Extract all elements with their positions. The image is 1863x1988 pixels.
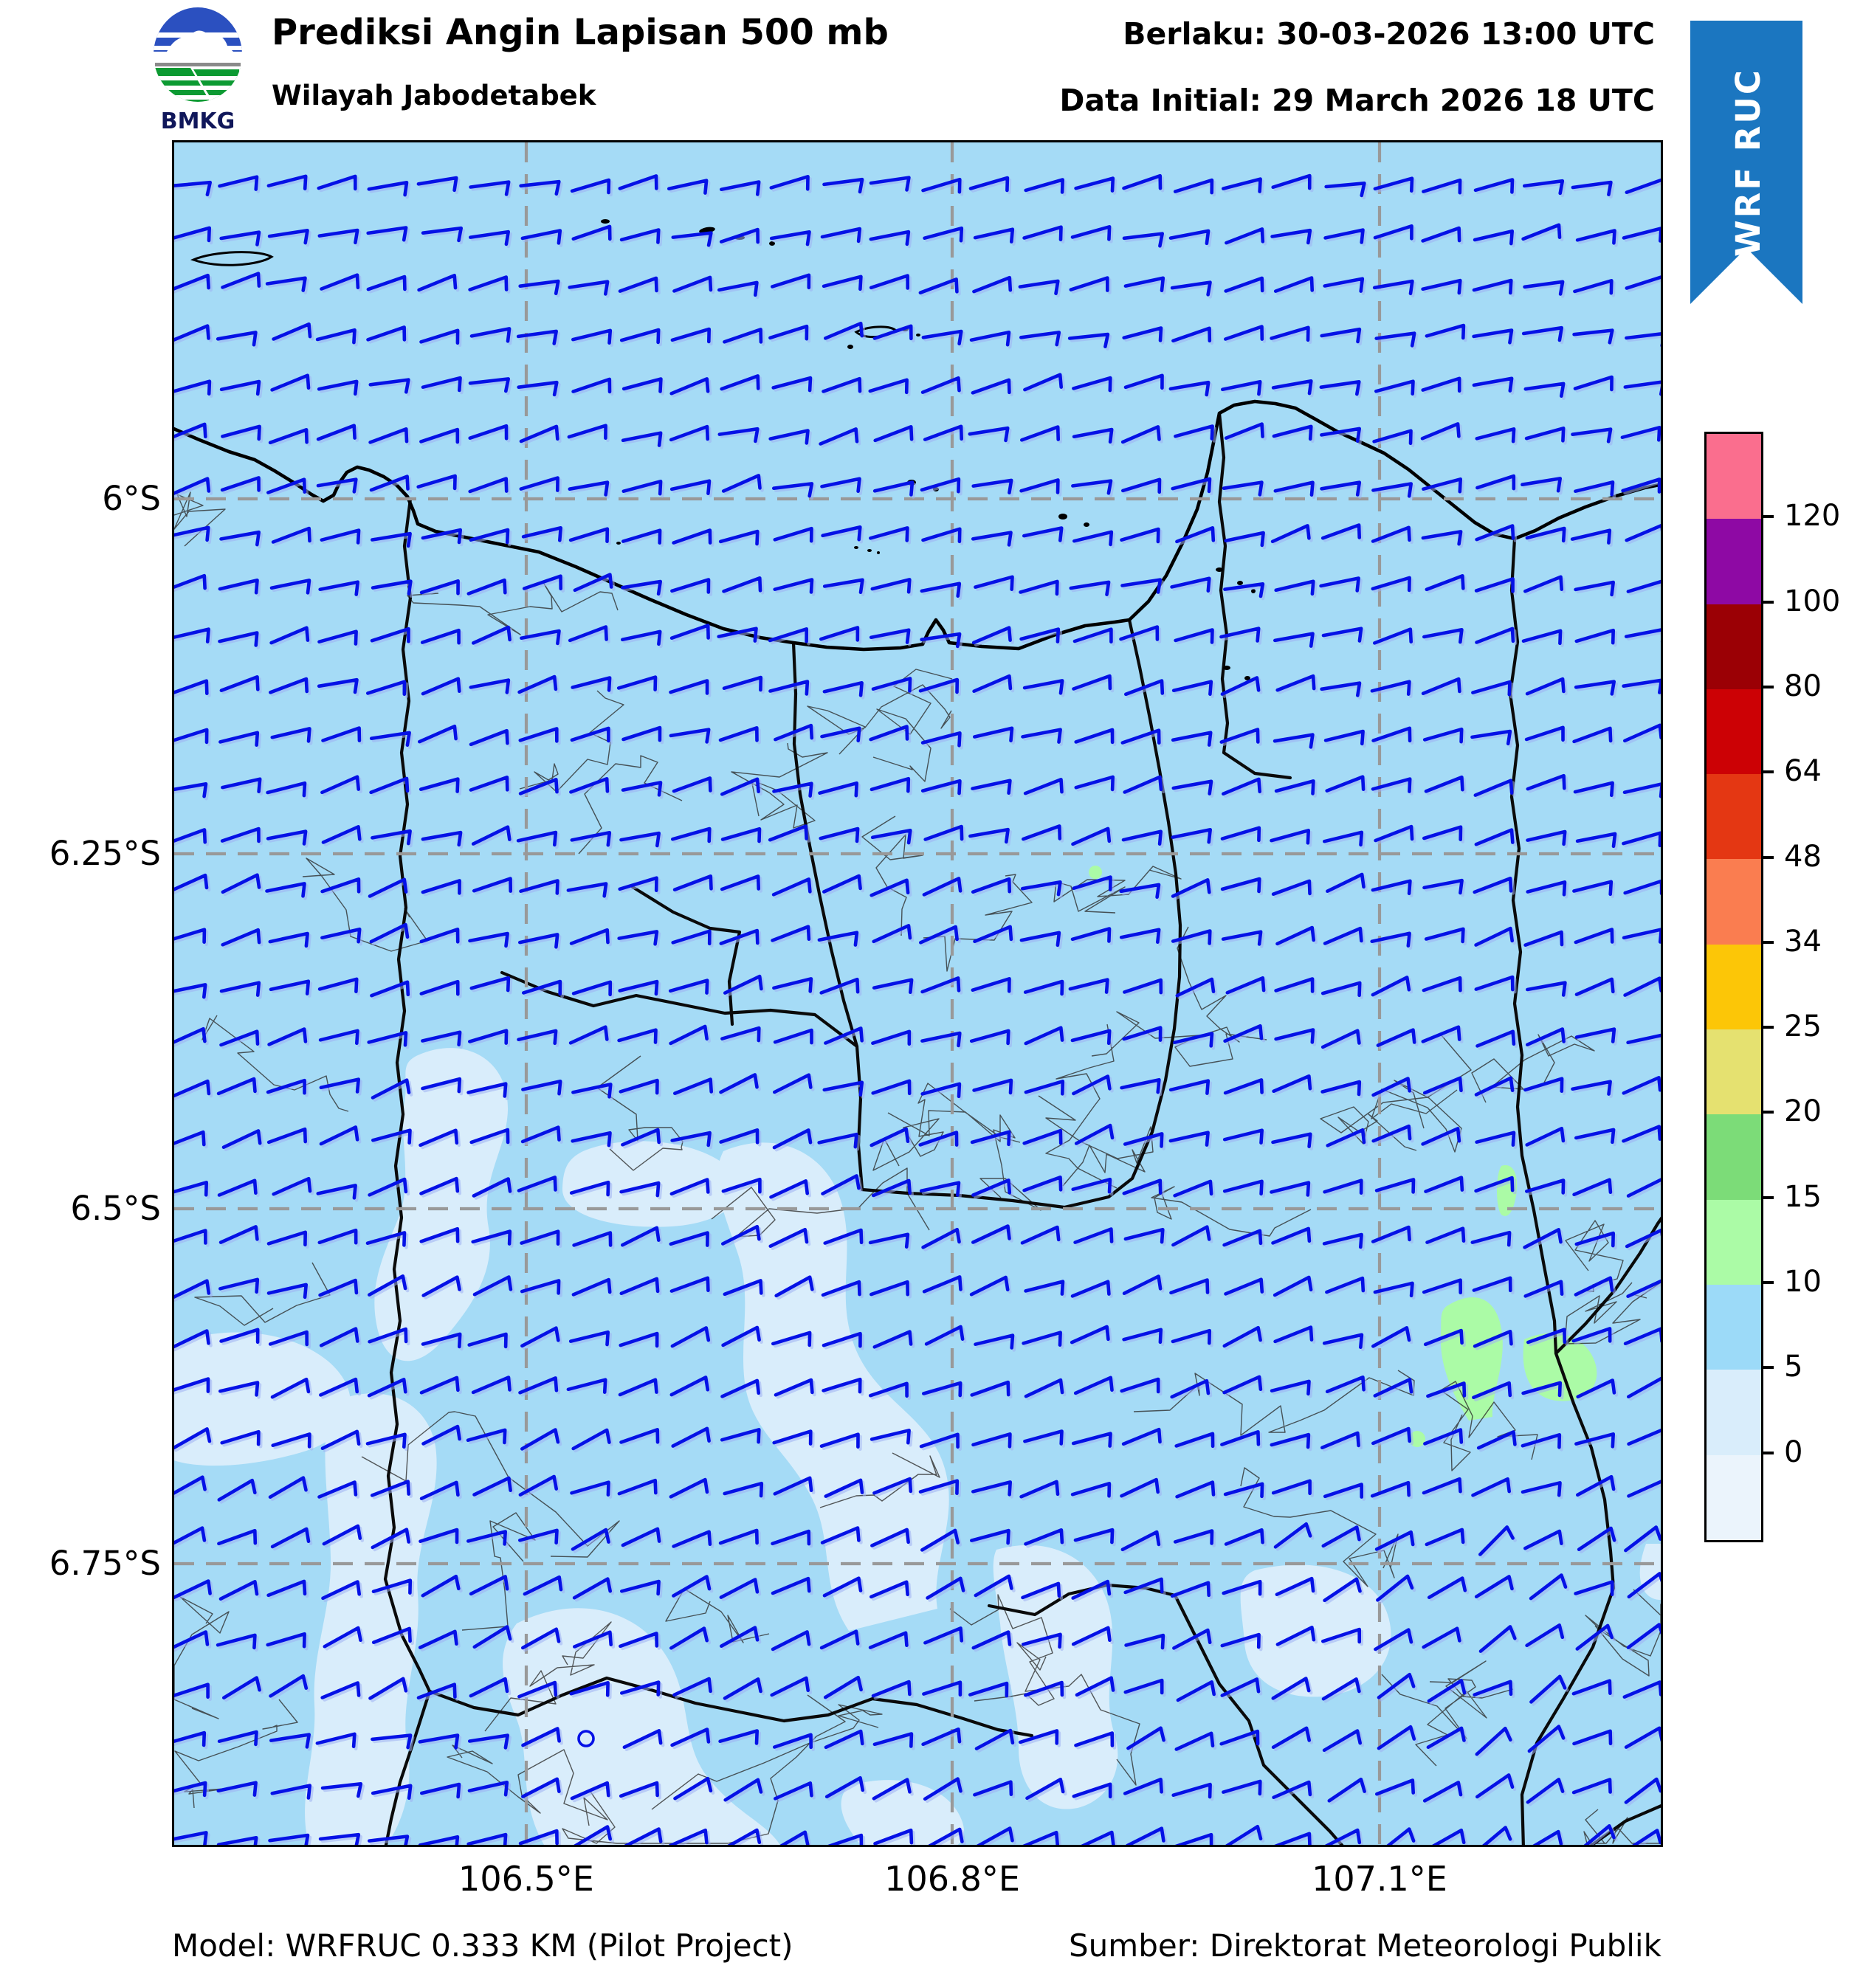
colorbar-tick-label: 25: [1784, 1009, 1822, 1044]
y-axis-label: 6.5°S: [70, 1188, 161, 1228]
colorbar-tick: [1761, 1026, 1774, 1029]
colorbar-tick-label: 15: [1784, 1179, 1822, 1214]
x-axis-label: 106.5°E: [458, 1859, 594, 1899]
colorbar-tick-label: 120: [1784, 499, 1841, 534]
wrf-ruc-ribbon: WRF RUC: [1690, 21, 1802, 304]
colorbar-segment: [1707, 774, 1761, 860]
island: [190, 251, 274, 266]
island: [601, 219, 610, 224]
wind-barb-shadow-layer: [168, 176, 1670, 1857]
map-panel: [165, 66, 1670, 1857]
island: [1237, 581, 1243, 585]
island: [1058, 514, 1067, 520]
page-title: Prediksi Angin Lapisan 500 mb: [272, 12, 889, 53]
valid-time: Berlaku: 30-03-2026 13:00 UTC: [1123, 16, 1655, 52]
colorbar-segment: [1707, 604, 1761, 689]
wind-speed-patch-0-5: [374, 1048, 509, 1361]
island: [1216, 567, 1223, 572]
colorbar-segment: [1707, 1029, 1761, 1115]
colorbar-tick-label: 34: [1784, 924, 1822, 959]
page-subtitle: Wilayah Jabodetabek: [272, 80, 596, 111]
footer-model: Model: WRFRUC 0.333 KM (Pilot Project): [172, 1927, 793, 1964]
colorbar-tick-label: 20: [1784, 1094, 1822, 1129]
province-boundary: [1554, 1214, 1665, 1356]
island: [1244, 676, 1250, 680]
colorbar-tick-label: 10: [1784, 1265, 1822, 1300]
gridlines: [174, 142, 1661, 1845]
colorbar-segment: [1707, 1370, 1761, 1455]
colorbar-segment: [1707, 1284, 1761, 1370]
province-boundary: [1508, 536, 1616, 1851]
island: [877, 551, 880, 554]
colorbar-tick: [1761, 1281, 1774, 1285]
x-axis-label: 107.1°E: [1312, 1859, 1447, 1899]
bmkg-logo-divider: [155, 63, 241, 66]
province-boundary: [427, 1676, 1034, 1738]
ribbon-label: WRF RUC: [1729, 68, 1768, 257]
y-axis-label: 6°S: [102, 478, 161, 518]
province-boundary: [630, 885, 742, 1026]
colorbar-segment: [1707, 944, 1761, 1030]
island: [847, 345, 853, 349]
colorbar-tick: [1761, 855, 1774, 859]
colorbar-segment: [1707, 434, 1761, 520]
colorbar: [1704, 432, 1763, 1542]
colorbar-tick: [1761, 1366, 1774, 1370]
colorbar-segment: [1707, 1199, 1761, 1285]
bmkg-logo-text: BMKG: [161, 108, 235, 134]
wind-speed-patch-10-15: [1089, 866, 1102, 879]
colorbar-tick-label: 0: [1784, 1435, 1803, 1469]
colorbar-tick-label: 48: [1784, 839, 1822, 874]
island: [854, 546, 858, 549]
ribbon-banner-shape: [1690, 21, 1802, 304]
colorbar-segment: [1707, 688, 1761, 775]
colorbar-tick-label: 64: [1784, 754, 1822, 789]
colorbar-segment: [1707, 519, 1761, 604]
colorbar-tick-label: 80: [1784, 669, 1822, 703]
y-axis-label: 6.25°S: [49, 833, 161, 873]
coastline: [170, 399, 1665, 652]
island: [1251, 589, 1256, 593]
island: [867, 549, 872, 552]
colorbar-segment: [1707, 859, 1761, 945]
province-boundary: [791, 618, 1182, 1209]
island: [916, 334, 920, 336]
colorbar-tick-label: 5: [1784, 1350, 1803, 1384]
colorbar-segment: [1707, 1114, 1761, 1200]
y-axis-label: 6.75°S: [49, 1544, 161, 1584]
colorbar-tick: [1761, 1451, 1774, 1454]
island: [1223, 666, 1230, 670]
colorbar-tick: [1761, 600, 1774, 604]
province-boundary: [1217, 411, 1292, 780]
colorbar-tick-label: 100: [1784, 584, 1841, 618]
map-canvas: [165, 66, 1670, 1857]
x-axis-label: 106.8°E: [884, 1859, 1020, 1899]
bmkg-logo: BMKG: [154, 7, 242, 134]
island: [1084, 522, 1089, 527]
colorbar-tick: [1761, 1111, 1774, 1114]
colorbar-tick: [1761, 515, 1774, 519]
initial-time: Data Initial: 29 March 2026 18 UTC: [1059, 83, 1655, 118]
bmkg-logo-globe: [154, 7, 242, 102]
island: [616, 542, 621, 545]
wind-speed-patch-0-5: [503, 1608, 782, 1849]
wind-speed-patch-0-5: [172, 1332, 351, 1466]
calm-wind-icon: [577, 1730, 595, 1747]
island: [769, 241, 775, 246]
colorbar-tick: [1761, 1195, 1774, 1199]
colorbar-tick: [1761, 770, 1774, 774]
footer-source: Sumber: Direktorat Meteorologi Publik: [1069, 1927, 1661, 1964]
colorbar-tick: [1761, 940, 1774, 944]
colorbar-tick: [1761, 685, 1774, 688]
wind-barb-layer: [165, 173, 1667, 1855]
colorbar-segment: [1707, 1454, 1761, 1540]
